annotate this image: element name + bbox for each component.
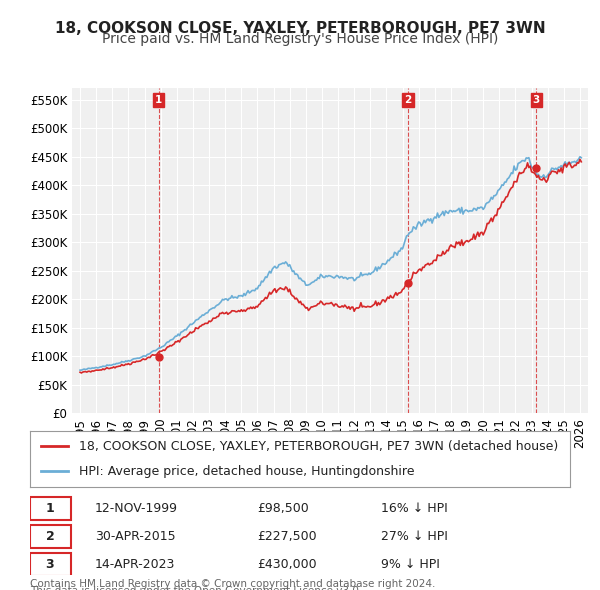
- FancyBboxPatch shape: [30, 553, 71, 576]
- Text: 18, COOKSON CLOSE, YAXLEY, PETERBOROUGH, PE7 3WN: 18, COOKSON CLOSE, YAXLEY, PETERBOROUGH,…: [55, 21, 545, 35]
- Text: 12-NOV-1999: 12-NOV-1999: [95, 502, 178, 515]
- Text: Contains HM Land Registry data © Crown copyright and database right 2024.: Contains HM Land Registry data © Crown c…: [30, 579, 436, 589]
- Text: 2: 2: [46, 530, 55, 543]
- Text: 1: 1: [155, 95, 162, 105]
- FancyBboxPatch shape: [30, 497, 71, 520]
- Text: 30-APR-2015: 30-APR-2015: [95, 530, 175, 543]
- Text: 14-APR-2023: 14-APR-2023: [95, 559, 175, 572]
- Text: This data is licensed under the Open Government Licence v3.0.: This data is licensed under the Open Gov…: [30, 586, 362, 590]
- FancyBboxPatch shape: [30, 525, 71, 548]
- Text: 3: 3: [533, 95, 540, 105]
- Text: HPI: Average price, detached house, Huntingdonshire: HPI: Average price, detached house, Hunt…: [79, 464, 414, 477]
- Text: 1: 1: [46, 502, 55, 515]
- Text: 9% ↓ HPI: 9% ↓ HPI: [381, 559, 440, 572]
- Text: £227,500: £227,500: [257, 530, 316, 543]
- Text: £98,500: £98,500: [257, 502, 308, 515]
- Text: Price paid vs. HM Land Registry's House Price Index (HPI): Price paid vs. HM Land Registry's House …: [102, 32, 498, 47]
- Text: 16% ↓ HPI: 16% ↓ HPI: [381, 502, 448, 515]
- Text: 27% ↓ HPI: 27% ↓ HPI: [381, 530, 448, 543]
- Text: 2: 2: [404, 95, 412, 105]
- Text: 3: 3: [46, 559, 54, 572]
- Text: £430,000: £430,000: [257, 559, 316, 572]
- Text: 18, COOKSON CLOSE, YAXLEY, PETERBOROUGH, PE7 3WN (detached house): 18, COOKSON CLOSE, YAXLEY, PETERBOROUGH,…: [79, 440, 558, 453]
